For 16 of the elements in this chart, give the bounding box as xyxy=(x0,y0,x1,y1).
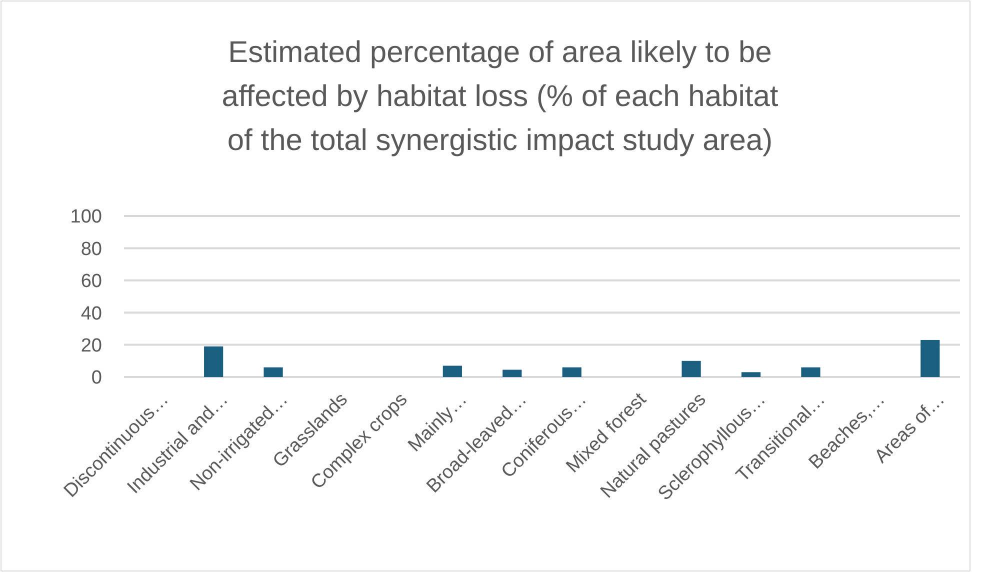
y-tick-label: 40 xyxy=(80,303,102,324)
bar xyxy=(204,346,224,377)
bar xyxy=(442,366,462,377)
bar xyxy=(562,367,582,377)
y-tick-label: 100 xyxy=(70,206,102,228)
y-tick-label: 0 xyxy=(91,368,102,389)
bar xyxy=(502,370,522,377)
bar xyxy=(682,360,701,377)
chart-title: Estimated percentage of area likely to be affected by habitat loss (% of each habitat of the total synergistic impact study area) xyxy=(222,36,779,157)
y-tick-label: 60 xyxy=(80,271,102,292)
bar xyxy=(920,340,940,377)
bar xyxy=(741,372,761,377)
y-tick-label: 80 xyxy=(80,238,102,260)
y-tick-label: 20 xyxy=(80,335,102,356)
bar xyxy=(264,367,283,377)
bar xyxy=(801,367,820,377)
